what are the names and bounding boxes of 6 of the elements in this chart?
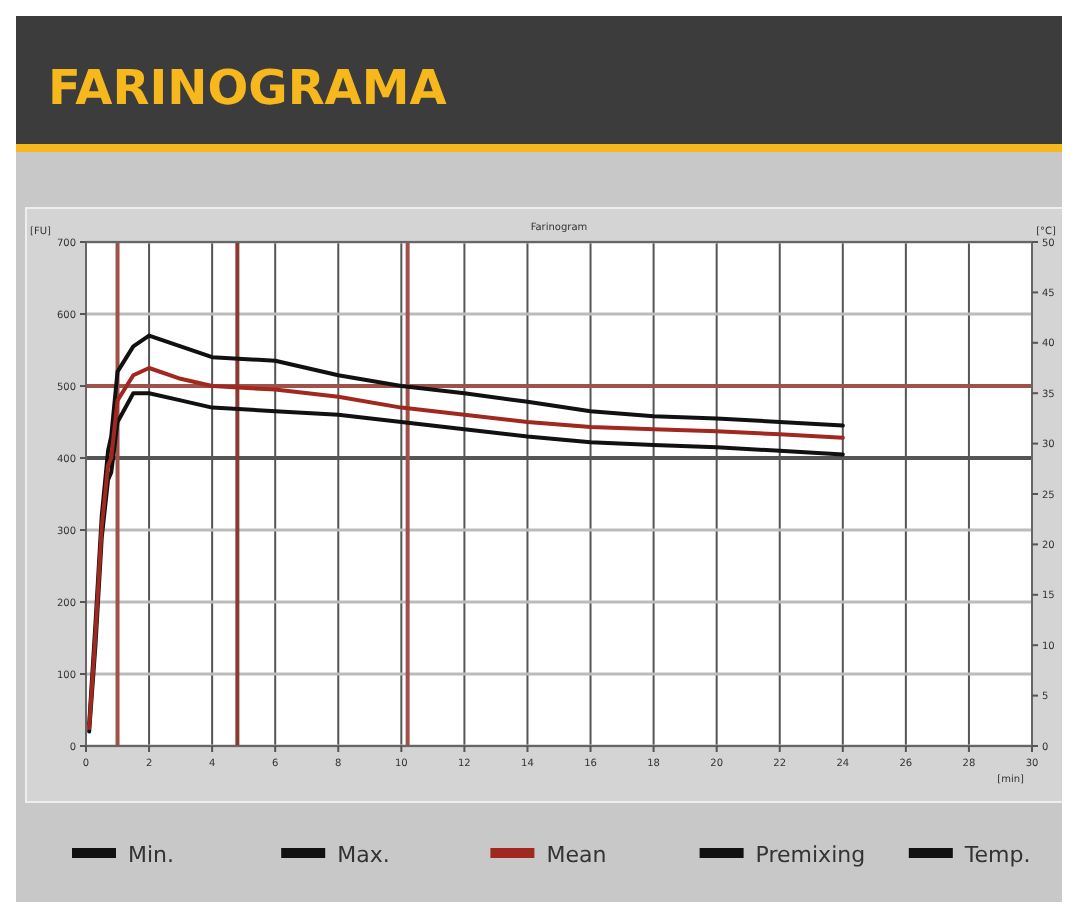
- legend-label: Premixing: [755, 841, 866, 868]
- chart-title: FARINOGRAMA: [48, 60, 448, 116]
- legend-label: Mean: [546, 841, 607, 868]
- legend-label: Max.: [337, 841, 390, 868]
- legend-label: Temp.: [962, 841, 1031, 868]
- legend-label: Min.: [128, 841, 175, 868]
